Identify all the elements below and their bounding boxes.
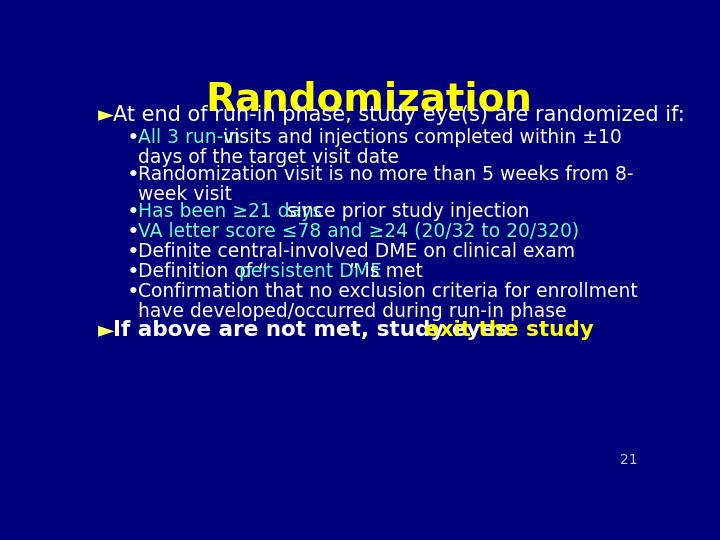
Text: •: • xyxy=(127,222,140,242)
Text: ►: ► xyxy=(98,320,114,340)
Text: Definite central-involved DME on clinical exam: Definite central-involved DME on clinica… xyxy=(138,242,575,261)
Text: All 3 run-in: All 3 run-in xyxy=(138,128,240,147)
Text: persistent DME: persistent DME xyxy=(239,262,382,281)
Text: days of the target visit date: days of the target visit date xyxy=(138,148,399,167)
Text: •: • xyxy=(127,262,140,282)
Text: have developed/occurred during run-in phase: have developed/occurred during run-in ph… xyxy=(138,302,567,321)
Text: •: • xyxy=(127,128,140,148)
Text: Has been ≥21 days: Has been ≥21 days xyxy=(138,202,322,221)
Text: Confirmation that no exclusion criteria for enrollment: Confirmation that no exclusion criteria … xyxy=(138,282,638,301)
Text: •: • xyxy=(127,282,140,302)
Text: •: • xyxy=(127,202,140,222)
Text: If above are not met, study eyes: If above are not met, study eyes xyxy=(113,320,516,340)
Text: since prior study injection: since prior study injection xyxy=(281,202,529,221)
Text: •: • xyxy=(127,165,140,185)
Text: At end of run-in phase, study eye(s) are randomized if:: At end of run-in phase, study eye(s) are… xyxy=(113,105,685,125)
Text: Randomization visit is no more than 5 weeks from 8-: Randomization visit is no more than 5 we… xyxy=(138,165,634,184)
Text: visits and injections completed within ±10: visits and injections completed within ±… xyxy=(217,128,622,147)
Text: •: • xyxy=(127,242,140,262)
Text: week visit: week visit xyxy=(138,185,232,204)
Text: Randomization: Randomization xyxy=(206,80,532,118)
Text: VA letter score ≤78 and ≥24 (20/32 to 20/320): VA letter score ≤78 and ≥24 (20/32 to 20… xyxy=(138,222,579,241)
Text: Definition of “: Definition of “ xyxy=(138,262,268,281)
Text: ” is met: ” is met xyxy=(349,262,423,281)
Text: ►: ► xyxy=(98,105,114,125)
Text: exit the study: exit the study xyxy=(426,320,594,340)
Text: 21: 21 xyxy=(619,453,637,467)
